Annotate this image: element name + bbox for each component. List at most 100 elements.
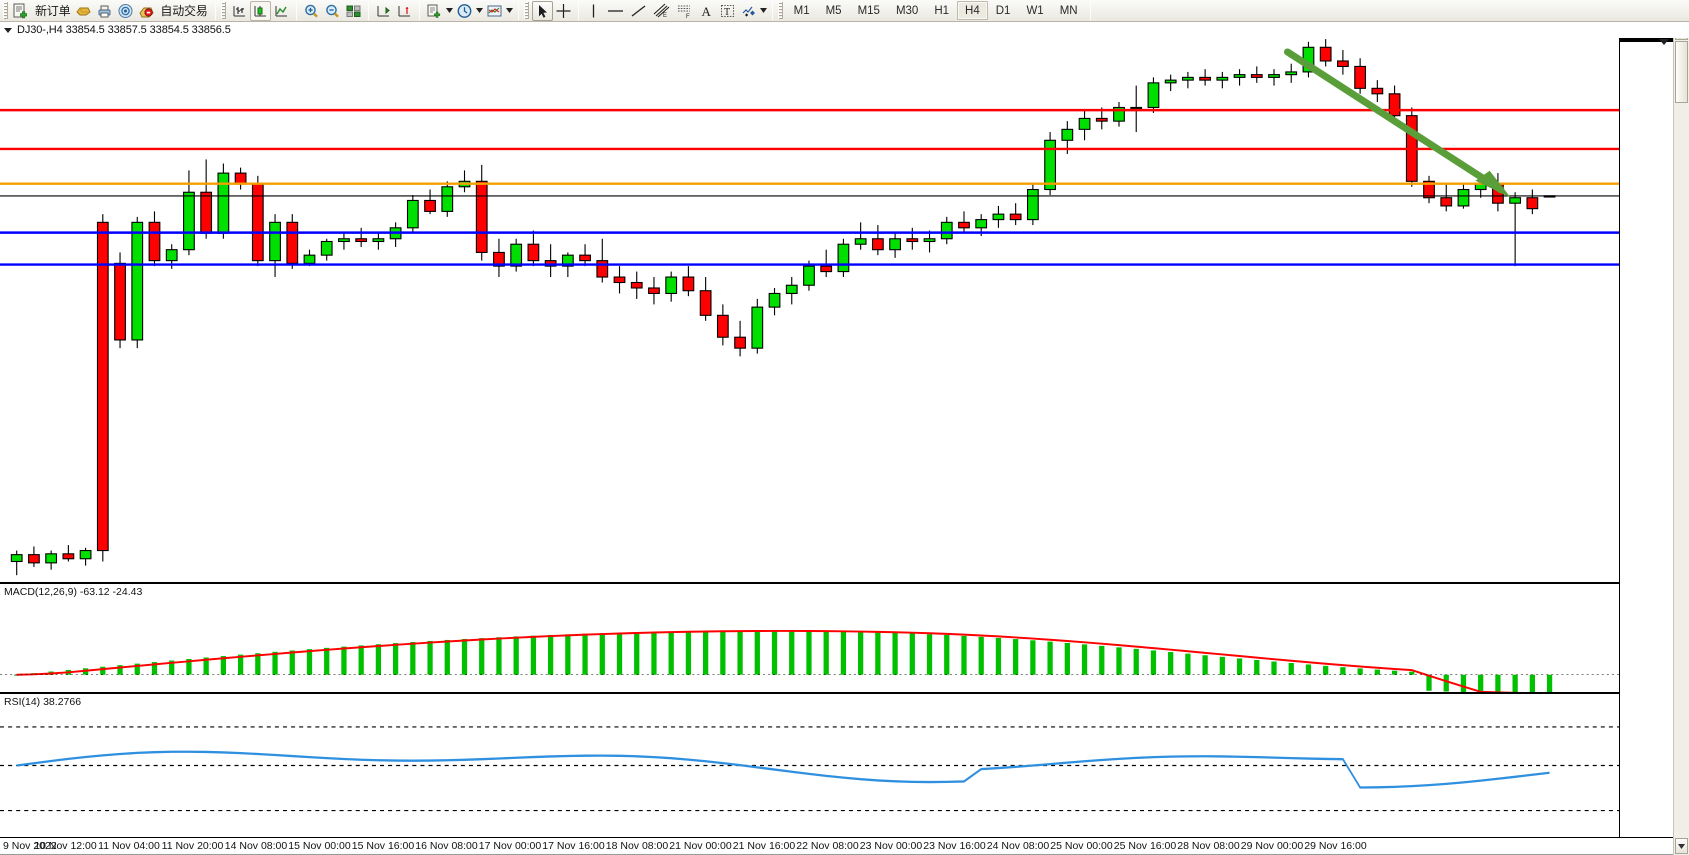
- toolbar-grip-4[interactable]: [777, 2, 783, 19]
- shapes-icon[interactable]: [738, 1, 759, 21]
- signal-icon[interactable]: [115, 1, 136, 21]
- main-toolbar: 新订单 自动交易: [0, 0, 1689, 22]
- macd-pane[interactable]: MACD(12,26,9) -63.12 -24.43: [0, 583, 1619, 693]
- tick-dash: [1620, 42, 1624, 43]
- gold-bar-icon[interactable]: [73, 1, 94, 21]
- indicators-dropdown-caret-icon[interactable]: [445, 8, 454, 13]
- horizontal-line-icon[interactable]: [604, 1, 627, 21]
- new-order-button[interactable]: [11, 1, 32, 21]
- chart-menu-triangle-icon[interactable]: [4, 27, 12, 33]
- timeframe-m30-button[interactable]: M30: [895, 4, 919, 17]
- toolbar-grip-3[interactable]: [523, 2, 529, 19]
- scrollbar-thumb[interactable]: [1675, 41, 1688, 103]
- time-label: 14 Nov 08:00: [224, 840, 288, 852]
- line-chart-icon[interactable]: [271, 1, 292, 21]
- text-label-icon[interactable]: T: [717, 1, 738, 21]
- timeframe-m5-button[interactable]: M5: [825, 4, 842, 17]
- macd-axis: 330.010.00-81.84: [1620, 39, 1689, 41]
- trendline-icon[interactable]: [627, 1, 650, 21]
- time-label: 24 Nov 08:00: [986, 840, 1050, 852]
- equidistant-channel-icon[interactable]: E: [650, 1, 673, 21]
- timeframe-h4-button[interactable]: H4: [957, 1, 988, 20]
- time-label: 9 Nov 2022: [3, 840, 57, 852]
- period-icon[interactable]: [454, 1, 475, 21]
- toolbar-grip[interactable]: [3, 2, 8, 19]
- print-icon[interactable]: [94, 1, 115, 21]
- timeframe-mn-button[interactable]: MN: [1059, 4, 1078, 17]
- time-label: 29 Nov 16:00: [1304, 840, 1367, 852]
- timeframe-d1-button[interactable]: D1: [995, 4, 1011, 17]
- bar-chart-icon[interactable]: [229, 1, 250, 21]
- timeframe-m1-button[interactable]: M1: [793, 4, 810, 17]
- tick-dash: [1620, 42, 1624, 43]
- time-label: 25 Nov 16:00: [1113, 840, 1177, 852]
- time-label: 17 Nov 00:00: [478, 840, 542, 852]
- svg-text:A: A: [701, 4, 711, 19]
- time-label: 10 Nov 12:00: [34, 840, 97, 852]
- price-pane[interactable]: [0, 38, 1619, 583]
- vertical-scrollbar[interactable]: [1673, 23, 1689, 855]
- rsi-pane[interactable]: RSI(14) 38.2766: [0, 693, 1619, 837]
- time-label: 22 Nov 08:00: [796, 840, 859, 852]
- time-label: 23 Nov 00:00: [859, 840, 923, 852]
- price-chart-svg: [0, 39, 1619, 576]
- tick-dash: [1620, 42, 1624, 43]
- chart-panes: MACD(12,26,9) -63.12 -24.43 RSI(14) 38.2…: [0, 38, 1689, 837]
- toolbar-separator-3: [367, 1, 369, 20]
- cursor-icon[interactable]: [531, 0, 553, 21]
- period-dropdown-caret-icon[interactable]: [475, 8, 484, 13]
- zoom-out-icon[interactable]: [322, 1, 343, 21]
- time-label: 21 Nov 00:00: [669, 840, 732, 852]
- time-label: 23 Nov 16:00: [923, 840, 986, 852]
- auto-trading-label[interactable]: 自动交易: [160, 4, 208, 18]
- symbol-ohlc-label: DJ30-,H4 33854.5 33857.5 33854.5 33856.5: [17, 24, 231, 36]
- timeframe-group: M1 M5 M15 M30 H1 H4 D1 W1 MN: [786, 1, 1086, 20]
- alert-icon[interactable]: [136, 1, 157, 21]
- rsi-tick: 80: [1620, 41, 1639, 42]
- rsi-chart-svg: [0, 726, 1619, 812]
- indicators-icon[interactable]: [424, 1, 445, 21]
- vertical-line-icon[interactable]: [583, 1, 604, 21]
- templates-icon[interactable]: [484, 1, 505, 21]
- time-label: 25 Nov 00:00: [1050, 840, 1113, 852]
- toolbar-separator-2: [295, 1, 297, 20]
- rsi-axis: 1008050150: [1620, 41, 1689, 42]
- timeframe-w1-button[interactable]: W1: [1026, 4, 1044, 17]
- rsi-label: RSI(14) 38.2766: [4, 696, 82, 708]
- shapes-dropdown-caret-icon[interactable]: [759, 8, 768, 13]
- timeframe-h1-button[interactable]: H1: [934, 4, 950, 17]
- tick-label: 50: [1627, 41, 1639, 42]
- chart-shift-icon[interactable]: [373, 1, 394, 21]
- tile-windows-icon[interactable]: [343, 1, 364, 21]
- svg-text:E: E: [663, 13, 667, 19]
- crosshair-icon[interactable]: [553, 1, 574, 21]
- time-label: 15 Nov 00:00: [288, 840, 351, 852]
- zoom-in-icon[interactable]: [301, 1, 322, 21]
- templates-dropdown-caret-icon[interactable]: [505, 8, 514, 13]
- time-label: 29 Nov 00:00: [1240, 840, 1304, 852]
- time-label: 28 Nov 08:00: [1177, 840, 1240, 852]
- auto-scroll-icon[interactable]: [394, 1, 415, 21]
- toolbar-grip-2[interactable]: [220, 2, 226, 19]
- scroll-down-arrow-icon[interactable]: [1675, 838, 1688, 854]
- toolbar-separator-5: [517, 1, 519, 20]
- timeframe-m15-button[interactable]: M15: [857, 4, 880, 17]
- candlestick-chart-icon[interactable]: [249, 0, 271, 21]
- plot-column: MACD(12,26,9) -63.12 -24.43 RSI(14) 38.2…: [0, 38, 1619, 837]
- time-label: 16 Nov 08:00: [415, 840, 478, 852]
- chart-window: DJ30-,H4 33854.5 33857.5 33854.5 33856.5…: [0, 22, 1689, 855]
- chart-collapse-caret-icon[interactable]: [1659, 39, 1669, 45]
- toolbar-separator-4: [418, 1, 420, 20]
- price-axis[interactable]: 34377.034263.034149.033921.033810.033696…: [1620, 38, 1689, 39]
- tick-dash: [1620, 42, 1624, 43]
- tick-label: 100: [1627, 41, 1645, 42]
- text-icon[interactable]: A: [696, 1, 717, 21]
- svg-text:T: T: [724, 7, 730, 18]
- toolbar-separator-6: [577, 1, 579, 20]
- price-axis-column[interactable]: 34377.034263.034149.033921.033810.033696…: [1619, 38, 1689, 837]
- time-axis[interactable]: 9 Nov 2022 10 Nov 12:00 11 Nov 04:00 11 Nov…: [0, 837, 1689, 855]
- rsi-tick: 100: [1620, 41, 1645, 42]
- tick-label: 15: [1627, 41, 1639, 42]
- fibonacci-icon[interactable]: F: [673, 1, 696, 21]
